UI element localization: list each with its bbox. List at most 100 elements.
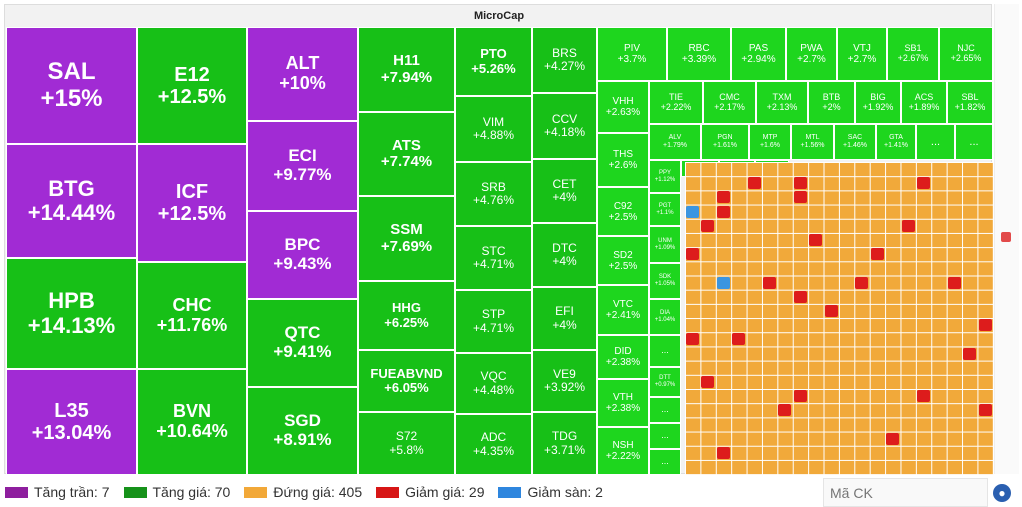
treemap-cell[interactable]: ECI +9.77%	[247, 121, 358, 211]
treemap-cell[interactable]: BRS +4.27%	[532, 27, 597, 93]
down-price-tile[interactable]	[793, 191, 807, 204]
treemap-cell[interactable]: RBC +3.39%	[667, 27, 731, 81]
treemap-cell[interactable]: HPB +14.13%	[6, 258, 137, 369]
treemap-cell[interactable]: STP +4.71%	[455, 290, 532, 353]
down-price-tile[interactable]	[855, 276, 869, 289]
treemap-cell[interactable]: NSH +2.22%	[597, 427, 649, 475]
ticker-search-input[interactable]	[823, 478, 988, 507]
treemap-cell[interactable]: PGN +1.61%	[701, 124, 749, 160]
treemap-cell-more[interactable]: ...	[916, 124, 955, 160]
treemap-cell[interactable]: EFI +4%	[532, 287, 597, 350]
expand-icon[interactable]	[1001, 232, 1011, 242]
floor-price-tile[interactable]	[686, 205, 699, 218]
treemap-cell[interactable]: VTH +2.38%	[597, 379, 649, 427]
down-price-tile[interactable]	[917, 390, 930, 403]
treemap-cell[interactable]: TXM +2.13%	[756, 81, 808, 124]
down-price-tile[interactable]	[763, 276, 776, 289]
down-price-tile[interactable]	[793, 177, 807, 190]
down-price-tile[interactable]	[701, 376, 715, 388]
treemap-cell[interactable]: CHC +11.76%	[137, 262, 247, 369]
treemap-cell[interactable]: TIE +2.22%	[649, 81, 703, 124]
treemap-cell[interactable]: H11 +7.94%	[358, 27, 455, 112]
down-price-tile[interactable]	[963, 347, 977, 360]
treemap-cell[interactable]: DTC +4%	[532, 223, 597, 287]
globe-icon[interactable]: ●	[993, 484, 1011, 502]
treemap-cell[interactable]: BTB +2%	[808, 81, 855, 124]
treemap-cell[interactable]: VQC +4.48%	[455, 353, 532, 414]
treemap-cell[interactable]: SGD +8.91%	[247, 387, 358, 475]
treemap-cell[interactable]: NJC +2.65%	[939, 27, 993, 81]
treemap-cell[interactable]: S72 +5.8%	[358, 412, 455, 475]
down-price-tile[interactable]	[701, 219, 715, 232]
treemap-cell[interactable]: VIM +4.88%	[455, 96, 532, 162]
down-price-tile[interactable]	[732, 333, 746, 346]
down-price-tile[interactable]	[793, 390, 807, 403]
treemap-cell[interactable]: PTO +5.26%	[455, 27, 532, 96]
treemap-cell[interactable]: GTA +1.41%	[876, 124, 916, 160]
down-price-tile[interactable]	[947, 276, 961, 289]
treemap-cell[interactable]: SAC +1.46%	[834, 124, 876, 160]
treemap-cell[interactable]: SD2 +2.5%	[597, 236, 649, 285]
down-price-tile[interactable]	[793, 290, 807, 303]
treemap-cell[interactable]: ALV +1.79%	[649, 124, 701, 160]
treemap-cell[interactable]: THS +2.6%	[597, 133, 649, 187]
down-price-tile[interactable]	[747, 177, 761, 190]
treemap-cell-more[interactable]: ...	[649, 397, 681, 423]
treemap-cell[interactable]: DTT +0.97%	[649, 367, 681, 397]
treemap-cell-more[interactable]: ...	[649, 423, 681, 449]
down-price-tile[interactable]	[716, 205, 730, 218]
treemap-cell[interactable]: SB1 +2.67%	[887, 27, 939, 81]
treemap-cell[interactable]: DID +2.38%	[597, 335, 649, 379]
treemap-cell[interactable]: CCV +4.18%	[532, 93, 597, 159]
treemap-cell[interactable]: MTP +1.6%	[749, 124, 791, 160]
treemap-cell[interactable]: L35 +13.04%	[6, 369, 137, 475]
treemap-cell[interactable]: FUEABVND +6.05%	[358, 350, 455, 412]
down-price-tile[interactable]	[886, 432, 900, 445]
down-price-tile[interactable]	[686, 248, 699, 261]
down-price-tile[interactable]	[978, 404, 992, 417]
treemap-cell[interactable]: DIA +1.04%	[649, 299, 681, 335]
treemap-cell[interactable]: SBL +1.82%	[947, 81, 993, 124]
treemap-cell-more[interactable]: ...	[649, 335, 681, 367]
treemap-cell[interactable]: ADC +4.35%	[455, 414, 532, 475]
treemap-cell-more[interactable]: ...	[955, 124, 993, 160]
treemap-cell[interactable]: ATS +7.74%	[358, 112, 455, 196]
treemap-cell[interactable]: BTG +14.44%	[6, 144, 137, 258]
treemap-cell[interactable]: HHG +6.25%	[358, 281, 455, 350]
treemap-cell[interactable]: MTL +1.56%	[791, 124, 834, 160]
down-price-tile[interactable]	[686, 333, 699, 346]
down-price-tile[interactable]	[716, 191, 730, 204]
treemap-cell[interactable]: ICF +12.5%	[137, 144, 247, 262]
side-panel[interactable]	[994, 4, 1019, 474]
treemap-cell[interactable]: C92 +2.5%	[597, 187, 649, 236]
treemap-cell[interactable]: PGT +1.1%	[649, 193, 681, 226]
treemap-cell[interactable]: QTC +9.41%	[247, 299, 358, 387]
treemap-cell[interactable]: BPC +9.43%	[247, 211, 358, 299]
treemap-cell[interactable]: ACS +1.89%	[901, 81, 947, 124]
down-price-tile[interactable]	[870, 248, 884, 261]
treemap-cell-more[interactable]: ...	[649, 449, 681, 475]
treemap-cell[interactable]: SAL +15%	[6, 27, 137, 144]
treemap-cell[interactable]: UNM +1.09%	[649, 226, 681, 263]
treemap-cell[interactable]: VTJ +2.7%	[837, 27, 887, 81]
treemap-cell[interactable]: PPY +1.12%	[649, 160, 681, 193]
down-price-tile[interactable]	[778, 404, 792, 417]
treemap-cell[interactable]: SRB +4.76%	[455, 162, 532, 226]
flat-price-grid[interactable]	[685, 162, 993, 475]
treemap-cell[interactable]: CET +4%	[532, 159, 597, 223]
treemap-cell[interactable]: BVN +10.64%	[137, 369, 247, 475]
treemap-cell[interactable]: PIV +3.7%	[597, 27, 667, 81]
down-price-tile[interactable]	[824, 305, 838, 317]
down-price-tile[interactable]	[917, 177, 930, 190]
treemap-cell[interactable]: STC +4.71%	[455, 226, 532, 290]
treemap-cell[interactable]: ALT +10%	[247, 27, 358, 121]
treemap-cell[interactable]: VTC +2.41%	[597, 285, 649, 335]
down-price-tile[interactable]	[809, 234, 823, 246]
treemap-cell[interactable]: VE9 +3.92%	[532, 350, 597, 412]
treemap-cell[interactable]: CMC +2.17%	[703, 81, 756, 124]
floor-price-tile[interactable]	[716, 276, 730, 289]
treemap-cell[interactable]: PWA +2.7%	[786, 27, 837, 81]
treemap-cell[interactable]: TDG +3.71%	[532, 412, 597, 475]
down-price-tile[interactable]	[716, 447, 730, 459]
treemap-cell[interactable]: E12 +12.5%	[137, 27, 247, 144]
